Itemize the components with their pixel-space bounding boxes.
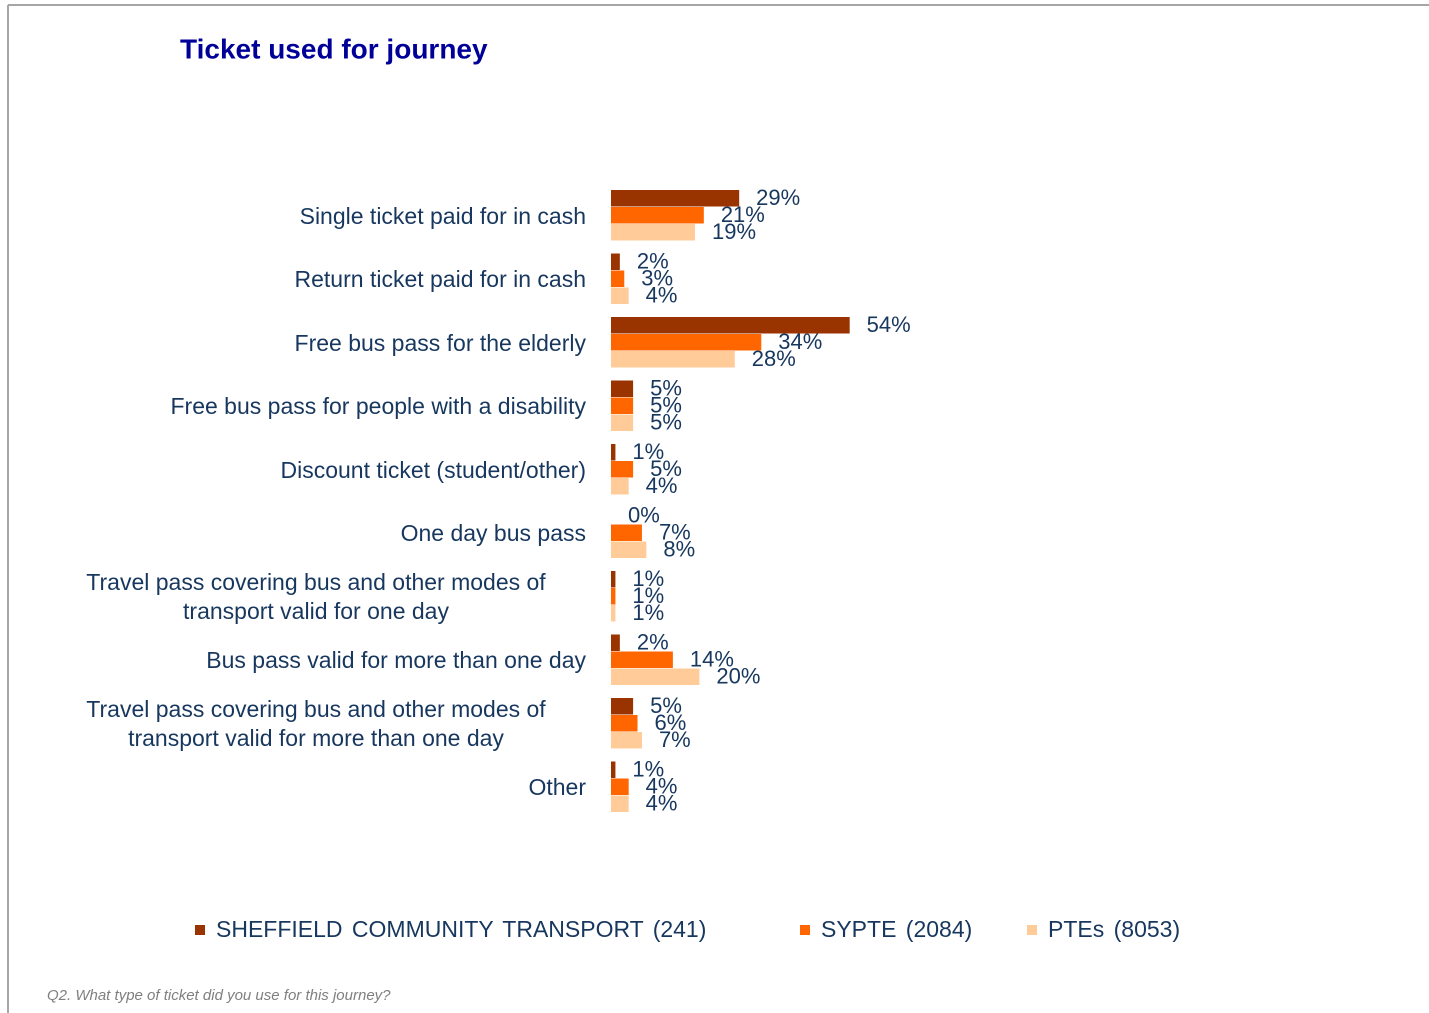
category-label: Single ticket paid for in cash bbox=[299, 202, 586, 229]
bar bbox=[611, 253, 620, 270]
category-label: Free bus pass for the elderly bbox=[294, 329, 586, 356]
bar bbox=[611, 317, 850, 334]
value-label: 3% bbox=[641, 266, 673, 291]
category-label-box: Travel pass covering bus and other modes… bbox=[46, 692, 586, 756]
value-label: 0% bbox=[628, 503, 660, 528]
category-label: Travel pass covering bus and other modes… bbox=[86, 696, 546, 751]
bar bbox=[611, 351, 735, 368]
category-label: Free bus pass for people with a disabili… bbox=[170, 393, 587, 419]
category-label-box: Free bus pass for people with a disabili… bbox=[171, 375, 587, 439]
bar bbox=[611, 380, 634, 397]
bar bbox=[611, 334, 762, 351]
bar bbox=[611, 732, 642, 749]
value-label: 4% bbox=[646, 791, 678, 816]
value-label: 54% bbox=[867, 312, 911, 337]
value-label: 5% bbox=[650, 410, 682, 435]
bar bbox=[611, 761, 616, 778]
bar bbox=[611, 668, 700, 685]
value-label: 1% bbox=[632, 583, 664, 608]
category-label-box: Return ticket paid for in cash bbox=[295, 248, 586, 312]
value-label: 29% bbox=[756, 185, 800, 210]
bar bbox=[611, 715, 638, 732]
legend-swatch bbox=[195, 925, 205, 935]
bar bbox=[611, 397, 634, 414]
value-label: 19% bbox=[712, 219, 756, 244]
category-label: Discount ticket (student/other) bbox=[280, 456, 586, 483]
value-label: 7% bbox=[659, 727, 691, 752]
bar bbox=[611, 270, 625, 287]
value-label: 21% bbox=[721, 202, 765, 227]
category-label-box: Bus pass valid for more than one day bbox=[206, 629, 586, 693]
category-label-box: Single ticket paid for in cash bbox=[300, 184, 586, 248]
bar bbox=[611, 571, 616, 588]
bar bbox=[611, 795, 629, 812]
category-label: Return ticket paid for in cash bbox=[294, 266, 586, 292]
value-label: 4% bbox=[646, 473, 678, 498]
value-label: 5% bbox=[650, 456, 682, 481]
category-label-box: Free bus pass for the elderly bbox=[295, 311, 586, 375]
bar bbox=[611, 541, 647, 558]
value-label: 20% bbox=[716, 664, 760, 689]
category-label-box: Travel pass covering bus and other modes… bbox=[46, 565, 586, 629]
category-label: One day bus pass bbox=[400, 520, 586, 546]
legend-swatch bbox=[800, 925, 810, 935]
legend-label: SHEFFIELD COMMUNITY TRANSPORT (241) bbox=[216, 916, 706, 942]
bar bbox=[611, 207, 704, 224]
legend-swatch bbox=[1027, 925, 1037, 935]
bar bbox=[611, 524, 642, 541]
value-label: 7% bbox=[659, 520, 691, 545]
value-label: 8% bbox=[663, 537, 695, 562]
value-label: 6% bbox=[655, 710, 687, 735]
value-label: 5% bbox=[650, 376, 682, 401]
value-label: 5% bbox=[650, 693, 682, 718]
category-label-box: Other bbox=[528, 756, 586, 820]
legend-label: PTEs (8053) bbox=[1048, 916, 1180, 942]
value-label: 4% bbox=[646, 283, 678, 308]
bar bbox=[611, 634, 620, 651]
bar bbox=[611, 444, 616, 461]
legend-label: SYPTE (2084) bbox=[821, 916, 972, 942]
bar bbox=[611, 414, 634, 431]
bar bbox=[611, 588, 616, 605]
value-label: 28% bbox=[752, 346, 796, 371]
bar bbox=[611, 478, 629, 495]
bar bbox=[611, 651, 673, 668]
value-label: 4% bbox=[646, 774, 678, 799]
value-label: 5% bbox=[650, 393, 682, 418]
category-label: Travel pass covering bus and other modes… bbox=[86, 569, 546, 624]
value-label: 2% bbox=[637, 630, 669, 655]
footnote: Q2. What type of ticket did you use for … bbox=[47, 987, 391, 1004]
bar bbox=[611, 698, 634, 715]
category-label-box: One day bus pass bbox=[401, 502, 586, 566]
value-label: 1% bbox=[632, 600, 664, 625]
category-label-box: Discount ticket (student/other) bbox=[280, 438, 586, 502]
bar bbox=[611, 461, 634, 478]
bar bbox=[611, 190, 740, 207]
bar bbox=[611, 287, 629, 304]
category-label: Bus pass valid for more than one day bbox=[206, 647, 586, 673]
bar bbox=[611, 224, 695, 241]
value-label: 34% bbox=[778, 329, 822, 354]
bar bbox=[611, 778, 629, 795]
value-label: 1% bbox=[632, 439, 664, 464]
value-label: 1% bbox=[632, 757, 664, 782]
bar bbox=[611, 605, 616, 622]
category-label: Other bbox=[528, 774, 586, 800]
value-label: 1% bbox=[632, 566, 664, 591]
value-label: 2% bbox=[637, 249, 669, 274]
value-label: 14% bbox=[690, 647, 734, 672]
chart-title: Ticket used for journey bbox=[180, 33, 488, 64]
